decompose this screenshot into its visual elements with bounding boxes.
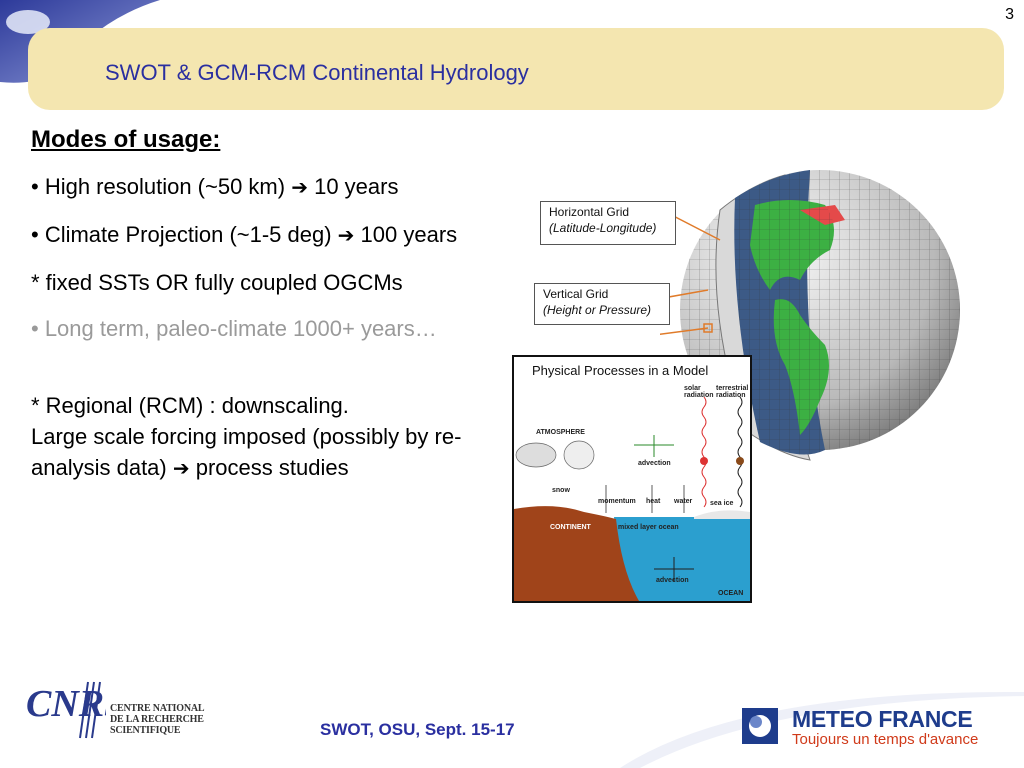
label-ocean: OCEAN [718, 590, 744, 597]
label-snow: snow [552, 487, 570, 494]
bullet-text: 100 years [354, 222, 458, 247]
meteo-france-name: METEO FRANCE [792, 706, 973, 732]
physical-processes-diagram: Physical Processes in a Model solar radi… [512, 355, 752, 603]
bullet-high-resolution: • High resolution (~50 km) ➔ 10 years [31, 171, 481, 204]
callout-subtitle-text: (Height or Pressure) [543, 303, 652, 317]
physical-processes-title: Physical Processes in a Model [532, 363, 709, 378]
vertical-grid-callout: Vertical Grid (Height or Pressure) [534, 283, 670, 325]
label-momentum: momentum [598, 498, 636, 505]
label-advection-top: advection [638, 460, 671, 467]
callout-title: Horizontal Grid [549, 205, 630, 219]
bullet-fixed-ssts: * fixed SSTs OR fully coupled OGCMs [31, 270, 403, 295]
bullet-text: Large scale forcing imposed (possibly by… [31, 424, 462, 480]
bullet-text: • Climate Projection (~1-5 deg) [31, 222, 338, 247]
bullet-text: process studies [189, 455, 349, 480]
label-terrestrial-radiation: terrestrial radiation [716, 385, 749, 399]
label-mixed-layer-ocean: mixed layer ocean [618, 524, 679, 531]
bullet-long-term: • Long term, paleo-climate 1000+ years… [31, 316, 437, 341]
bullet-regional-detail: Large scale forcing imposed (possibly by… [31, 421, 481, 485]
callout-subtitle: (Latitude-Longitude) [549, 220, 667, 236]
label-solar-radiation: solar radiation [684, 385, 714, 399]
content-text-block: Modes of usage: • High resolution (~50 k… [31, 124, 481, 485]
bullet-regional: * Regional (RCM) : downscaling. [31, 393, 349, 418]
callout-subtitle-text: (Latitude-Longitude) [549, 221, 657, 235]
callout-title: Vertical Grid [543, 287, 609, 301]
modes-heading: Modes of usage: [31, 126, 221, 153]
footer-swoosh-decoration [620, 691, 1024, 768]
label-advection-bottom: advection [656, 577, 689, 584]
horizontal-grid-callout: Horizontal Grid (Latitude-Longitude) [540, 201, 676, 245]
cnrs-name-line: SCIENTIFIQUE [110, 725, 181, 736]
bullet-text: • High resolution (~50 km) [31, 174, 292, 199]
footer-text: SWOT, OSU, Sept. 15-17 [320, 720, 515, 739]
label-sea-ice: sea ice [710, 500, 734, 507]
label-continent: CONTINENT [550, 524, 591, 531]
callout-subtitle: (Height or Pressure) [543, 302, 661, 318]
label-heat: heat [646, 498, 661, 505]
meteo-france-logo-icon [742, 708, 778, 744]
cnrs-name-line: DE LA RECHERCHE [110, 714, 204, 725]
bullet-climate-projection: • Climate Projection (~1-5 deg) ➔ 100 ye… [31, 219, 481, 252]
arrow-icon: ➔ [337, 225, 355, 247]
bullet-text: 10 years [307, 174, 399, 199]
meteo-france-tagline: Toujours un temps d'avance [792, 731, 979, 748]
cnrs-name-line: CENTRE NATIONAL [110, 703, 205, 714]
label-water: water [674, 498, 693, 505]
cnrs-logo: CNRS [26, 681, 106, 739]
processes-drawing [514, 396, 750, 601]
arrow-icon: ➔ [172, 458, 190, 480]
label-atmosphere: ATMOSPHERE [536, 429, 585, 436]
title-band [28, 28, 1004, 110]
slide-title: SWOT & GCM-RCM Continental Hydrology [105, 60, 529, 85]
cnrs-name: CENTRE NATIONAL DE LA RECHERCHE SCIENTIF… [110, 703, 205, 736]
slide-number: 3 [1005, 6, 1014, 23]
arrow-icon: ➔ [291, 177, 308, 199]
